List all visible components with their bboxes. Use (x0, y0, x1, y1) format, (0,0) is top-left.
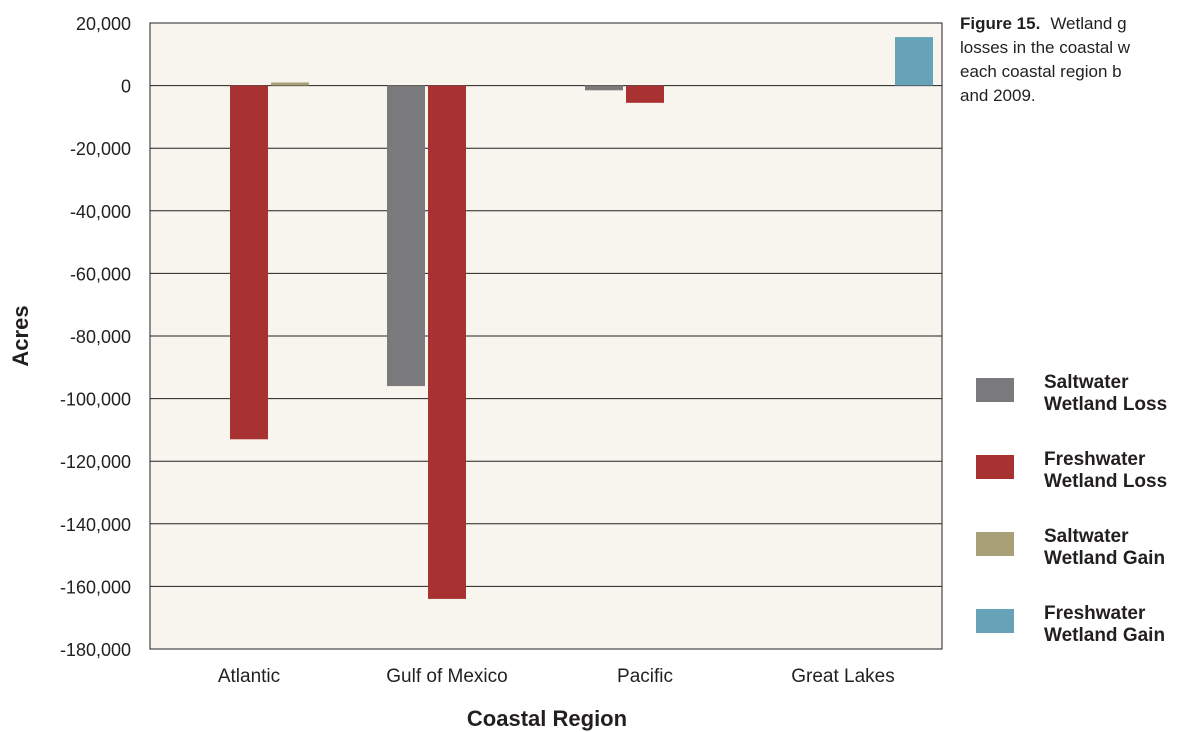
plot-frame (149, 22, 943, 650)
y-tick-label: -60,000 (70, 264, 131, 284)
x-axis-title: Coastal Region (467, 706, 627, 731)
legend-label: Freshwater Wetland Gain (1044, 603, 1194, 647)
legend-label-line: Saltwater (1044, 526, 1129, 547)
legend-label-line: Wetland Loss (1044, 471, 1168, 492)
y-tick-label: -80,000 (70, 327, 131, 347)
caption-line-3: each coastal region b (960, 62, 1122, 81)
legend-swatch (976, 609, 1014, 633)
legend-swatch (976, 532, 1014, 556)
y-axis-title: Acres (8, 305, 33, 366)
figure-caption: Figure 15. Wetland g losses in the coasta… (960, 12, 1130, 108)
y-tick-label: -180,000 (60, 640, 131, 660)
bar-saltwater-wetland-loss (585, 85, 623, 91)
y-tick-label: -120,000 (60, 452, 131, 472)
legend-label-line: Freshwater (1044, 603, 1146, 624)
y-tick-label: 20,000 (76, 14, 131, 34)
y-tick-label: -140,000 (60, 515, 131, 535)
y-tick-label: -160,000 (60, 577, 131, 597)
bar-freshwater-wetland-gain (895, 37, 933, 86)
x-tick-label: Gulf of Mexico (386, 666, 507, 687)
legend-swatch (976, 378, 1014, 402)
caption-line-1: Wetland g (1050, 14, 1127, 33)
legend-label-line: Saltwater (1044, 372, 1129, 393)
legend-label: Saltwater Wetland Gain (1044, 526, 1194, 570)
legend-label-line: Wetland Loss (1044, 394, 1168, 415)
legend-label-line: Wetland Gain (1044, 548, 1166, 569)
bar-saltwater-wetland-loss (387, 85, 425, 387)
x-tick-label: Pacific (617, 666, 673, 687)
y-tick-label: 0 (121, 77, 131, 97)
figure-label: Figure 15. (960, 14, 1041, 33)
x-tick-label: Atlantic (218, 666, 280, 687)
bar-saltwater-wetland-gain (271, 82, 309, 86)
legend-label-line: Wetland Gain (1044, 625, 1166, 646)
y-tick-label: -40,000 (70, 202, 131, 222)
caption-line-4: and 2009. (960, 86, 1036, 105)
legend-label: Freshwater Wetland Loss (1044, 449, 1194, 493)
bar-freshwater-wetland-loss (626, 85, 664, 103)
y-tick-label: -100,000 (60, 390, 131, 410)
x-tick-labels: Atlantic Gulf of Mexico Pacific Great Lakes (218, 666, 895, 687)
caption-line-2: losses in the coastal w (960, 38, 1131, 57)
bar-freshwater-wetland-loss (230, 85, 268, 440)
y-tick-labels: 20,000 0 -20,000 -40,000 -60,000 -80,000 -100,… (60, 14, 131, 660)
y-tick-label: -20,000 (70, 139, 131, 159)
bars (230, 37, 933, 599)
bar-freshwater-wetland-loss (428, 85, 466, 599)
legend-label-line: Freshwater (1044, 449, 1146, 470)
legend-label: Saltwater Wetland Loss (1044, 372, 1194, 416)
x-tick-label: Great Lakes (791, 666, 895, 687)
legend-swatch (976, 455, 1014, 479)
